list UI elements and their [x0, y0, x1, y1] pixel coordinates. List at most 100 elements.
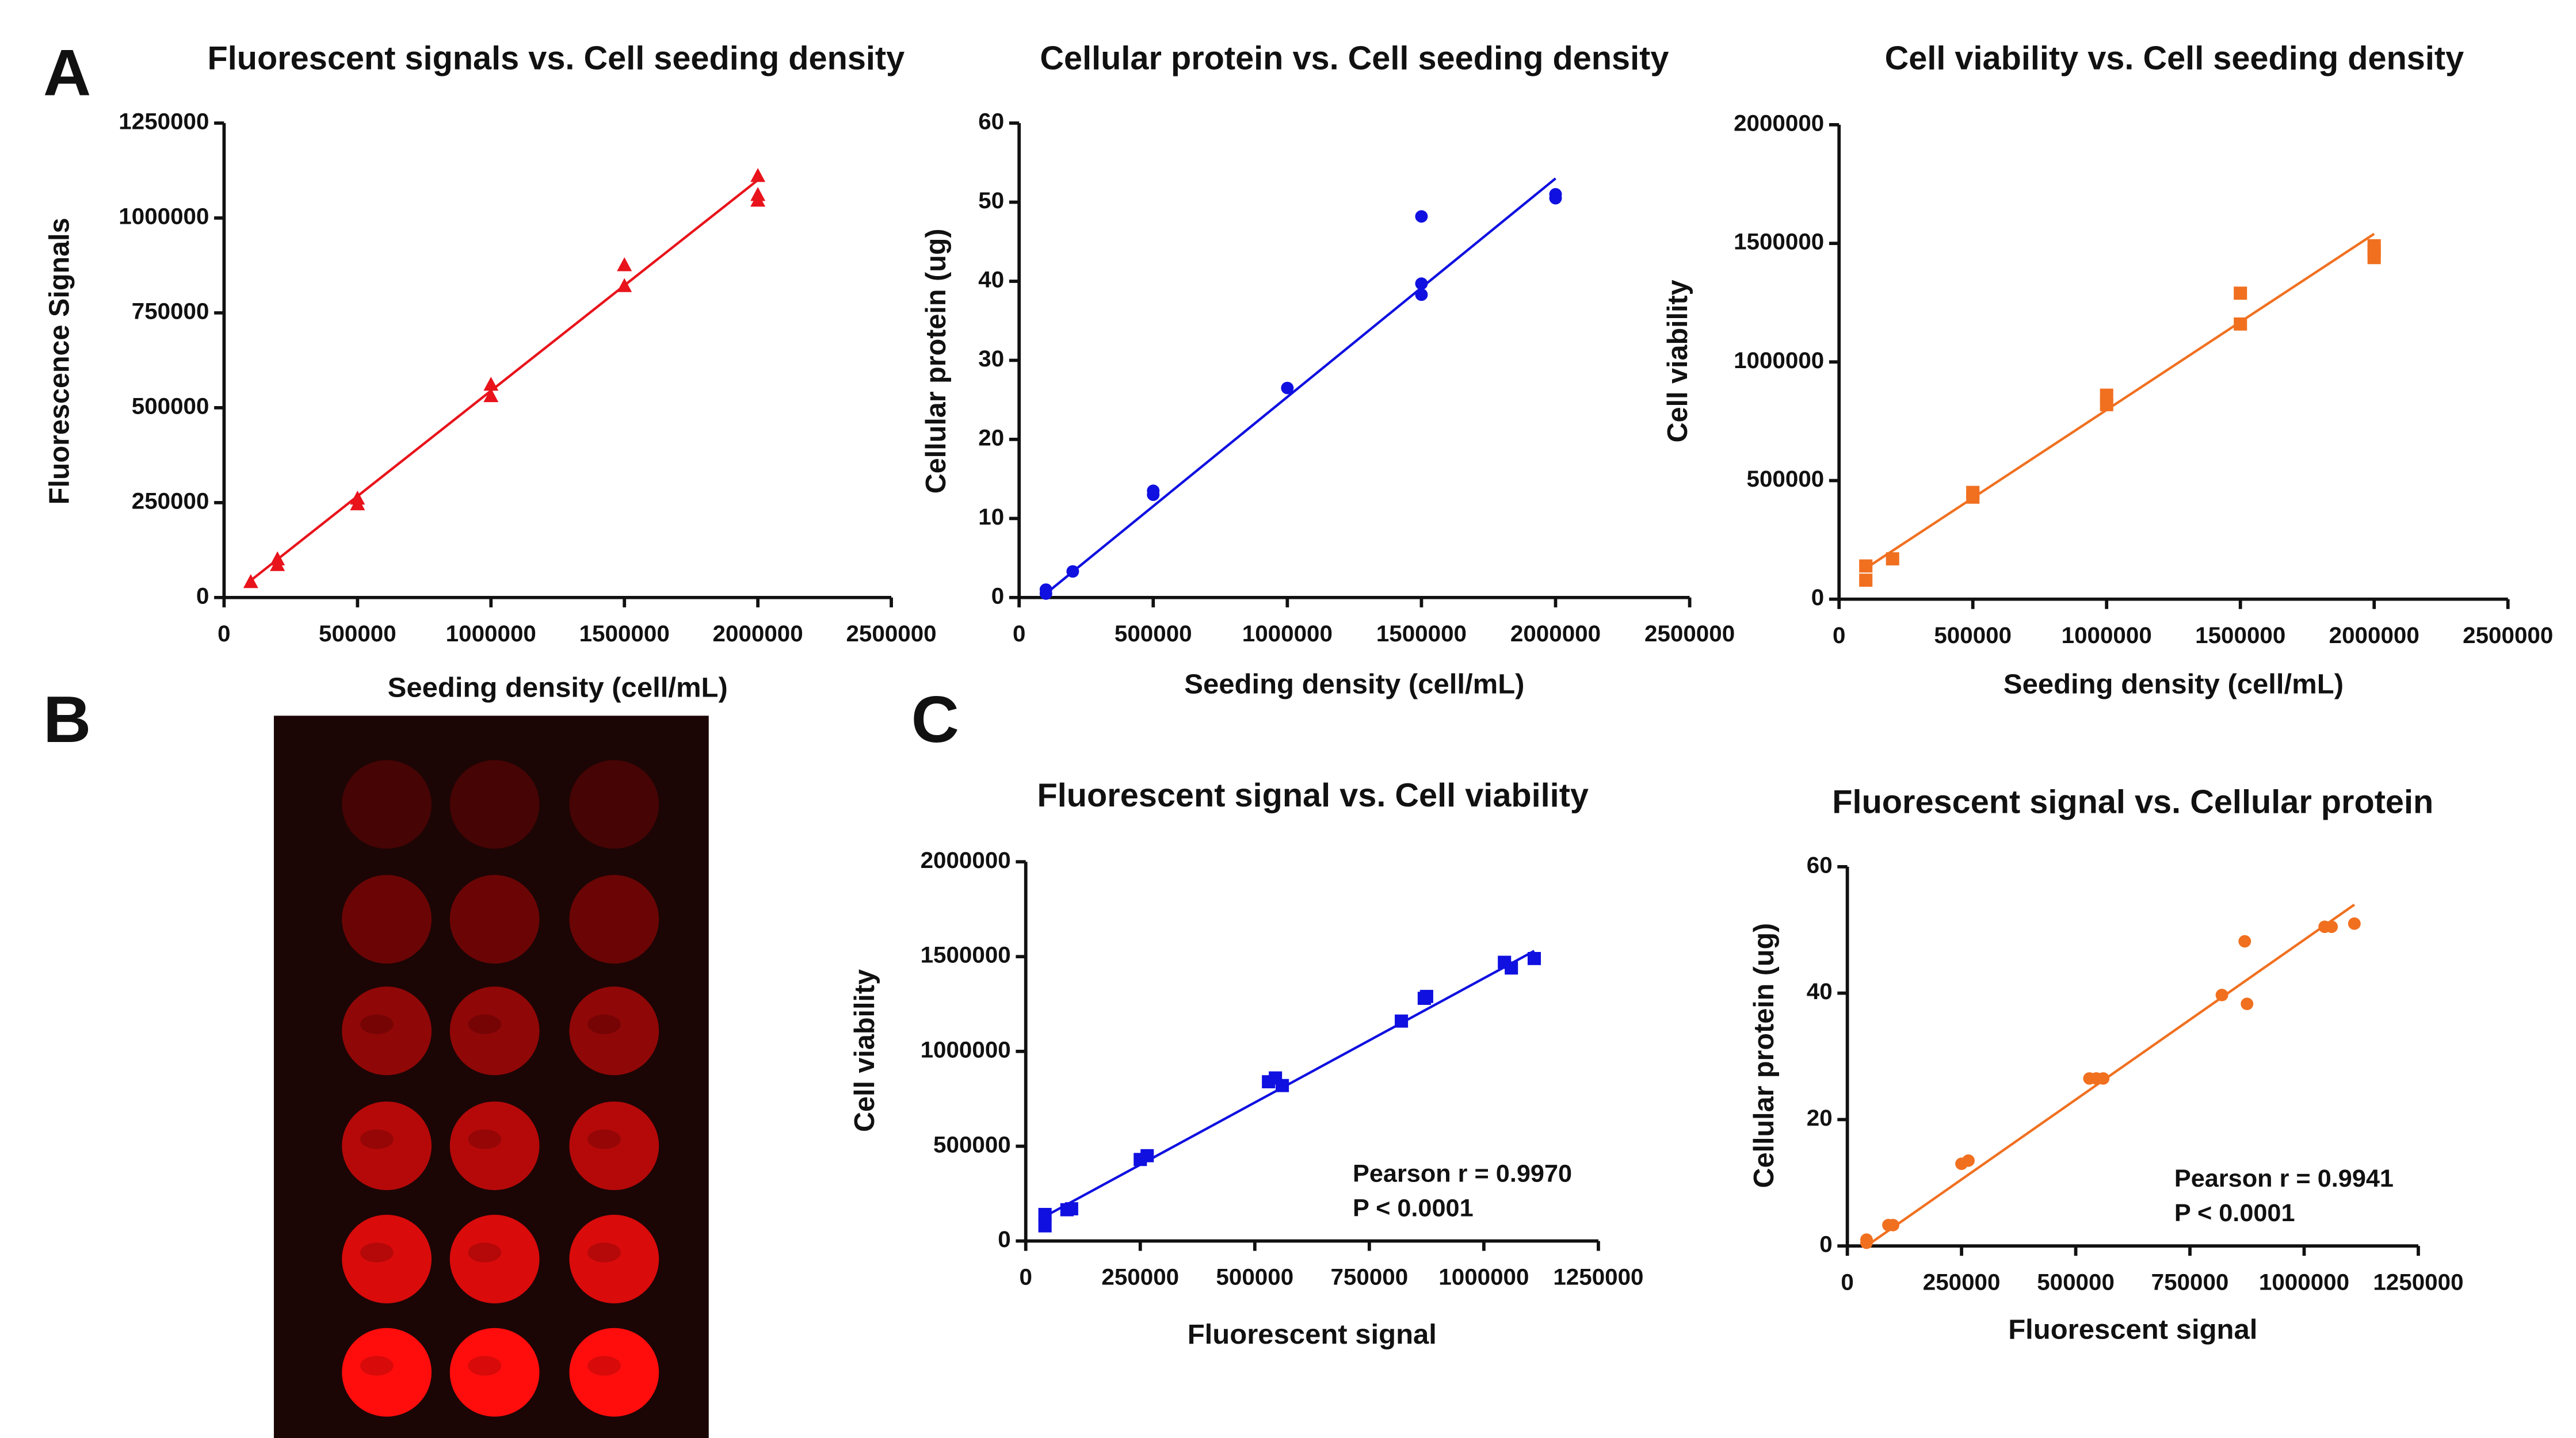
well	[569, 760, 659, 849]
y-tick-label: 0	[998, 1226, 1010, 1252]
well-texture	[360, 1356, 394, 1376]
y-tick-label: 40	[1807, 978, 1833, 1004]
x-axis-label: Fluorescent signal	[1188, 1319, 1437, 1350]
x-tick-label: 2000000	[2329, 622, 2419, 648]
chart-title: Cellular protein vs. Cell seeding densit…	[1040, 40, 1669, 77]
well-texture	[468, 1129, 502, 1149]
well-texture	[360, 1129, 394, 1149]
well	[449, 1101, 540, 1191]
y-tick-label: 2000000	[1734, 110, 1824, 136]
well	[342, 1101, 432, 1191]
y-tick-label: 1000000	[119, 204, 209, 230]
y-tick-label: 1500000	[1734, 229, 1824, 255]
x-tick-label: 0	[1841, 1269, 1853, 1295]
point	[1859, 573, 1873, 587]
fit-line	[1865, 904, 2356, 1247]
well	[342, 760, 432, 849]
y-tick-label: 10	[978, 504, 1004, 530]
well	[449, 1328, 540, 1417]
well-texture	[468, 1242, 502, 1263]
y-tick-label: 750000	[132, 299, 209, 324]
x-tick-label: 250000	[1101, 1264, 1179, 1290]
well-texture	[468, 1014, 502, 1034]
point	[2234, 286, 2247, 300]
y-tick-label: 1000000	[921, 1037, 1011, 1063]
point	[1395, 1014, 1409, 1028]
well-texture	[587, 1014, 621, 1034]
well	[342, 1328, 432, 1417]
x-tick-label: 1000000	[1242, 621, 1333, 647]
x-tick-label: 1000000	[1438, 1264, 1529, 1290]
y-tick-label: 0	[1819, 1232, 1832, 1257]
point	[2234, 317, 2247, 331]
point	[1549, 188, 1562, 201]
panel-label: A	[43, 36, 91, 109]
y-tick-label: 40	[978, 267, 1004, 293]
point	[1415, 277, 1428, 290]
y-tick-label: 0	[991, 583, 1004, 609]
x-tick-label: 500000	[319, 621, 396, 647]
wells	[342, 760, 659, 1417]
annotation: Pearson r = 0.9941	[2174, 1165, 2394, 1192]
point	[617, 278, 632, 292]
x-tick-label: 500000	[1216, 1264, 1293, 1290]
well	[569, 986, 659, 1076]
well	[449, 760, 540, 849]
point	[2215, 989, 2228, 1001]
y-tick-label: 1250000	[119, 109, 209, 135]
y-tick-label: 20	[978, 425, 1004, 451]
y-tick-label: 500000	[1747, 466, 1825, 492]
y-axis-label: Cellular protein (ug)	[921, 228, 952, 494]
point	[1527, 951, 1541, 965]
y-tick-label: 20	[1807, 1105, 1833, 1131]
point	[483, 388, 499, 403]
panel-label: C	[911, 683, 959, 756]
well	[342, 875, 432, 964]
point	[1505, 961, 1518, 975]
well-texture	[587, 1242, 621, 1263]
point	[270, 551, 285, 565]
well	[569, 1214, 659, 1303]
fit-line	[1865, 232, 2375, 569]
x-tick-label: 750000	[1330, 1264, 1408, 1290]
point	[1066, 565, 1079, 578]
chart-title: Cell viability vs. Cell seeding density	[1885, 40, 2464, 77]
x-tick-label: 2500000	[1644, 621, 1735, 647]
point	[1419, 989, 1433, 1003]
well-texture	[360, 1242, 394, 1263]
fit-line	[1044, 950, 1535, 1218]
x-tick-label: 1000000	[2062, 622, 2152, 648]
chart-title: Fluorescent signal vs. Cell viability	[1037, 777, 1589, 814]
point	[1038, 1219, 1052, 1233]
y-tick-label: 500000	[132, 393, 209, 419]
point	[1064, 1202, 1078, 1215]
y-tick-label: 1000000	[1734, 347, 1824, 373]
point	[1859, 559, 1873, 573]
well	[342, 1214, 432, 1303]
well-texture	[468, 1356, 502, 1376]
x-tick-label: 2500000	[846, 621, 936, 647]
point	[1415, 210, 1428, 223]
point	[2241, 997, 2254, 1011]
x-tick-label: 2500000	[2463, 622, 2553, 648]
point	[1281, 381, 1294, 395]
x-tick-label: 1250000	[1553, 1264, 1643, 1290]
well	[449, 875, 540, 964]
point	[1039, 583, 1052, 596]
y-axis-label: Fluorescence Signals	[44, 217, 75, 504]
well-texture	[587, 1356, 621, 1376]
chart-title: Fluorescent signal vs. Cellular protein	[1832, 784, 2433, 821]
y-tick-label: 60	[1807, 852, 1833, 878]
point	[617, 257, 632, 271]
point	[350, 490, 365, 505]
y-axis-label: Cell viability	[1662, 280, 1693, 442]
x-tick-label: 1500000	[2195, 622, 2285, 648]
point	[1886, 552, 1899, 565]
x-tick-label: 500000	[1934, 622, 2012, 648]
point	[1038, 1207, 1052, 1221]
x-tick-label: 500000	[1115, 621, 1192, 647]
x-tick-label: 1000000	[446, 621, 536, 647]
y-tick-label: 1500000	[921, 942, 1011, 968]
chart-title: Fluorescent signals vs. Cell seeding den…	[207, 40, 905, 77]
